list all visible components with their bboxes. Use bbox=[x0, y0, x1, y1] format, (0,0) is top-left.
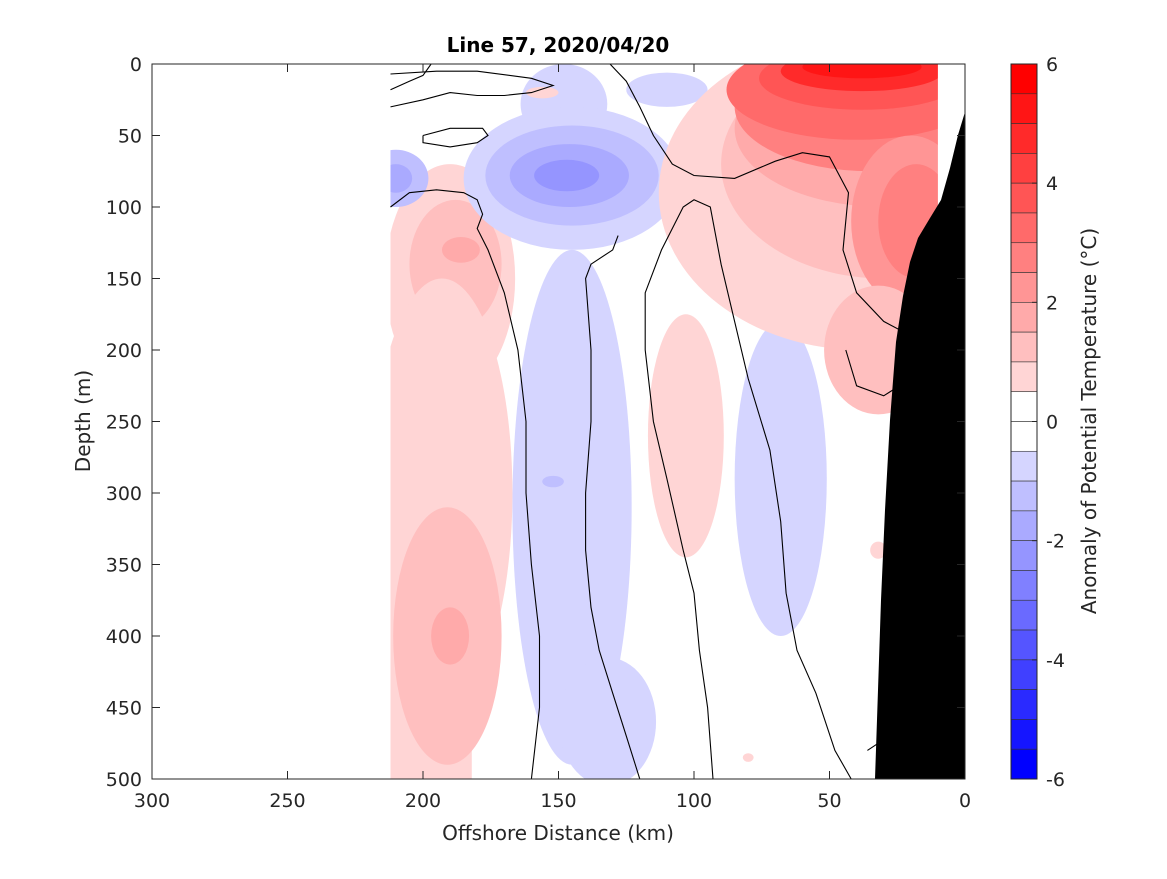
y-tick-label: 100 bbox=[106, 197, 142, 219]
warm-speck bbox=[870, 541, 887, 559]
warm-speck bbox=[742, 753, 754, 762]
x-tick-label: 200 bbox=[405, 790, 441, 812]
colorbar-tick-label: -4 bbox=[1046, 650, 1065, 672]
cold-speck bbox=[542, 475, 564, 488]
y-tick-label: 50 bbox=[118, 126, 142, 148]
colorbar-segment bbox=[1010, 331, 1038, 363]
cold-patch bbox=[734, 321, 827, 636]
no-data-region bbox=[152, 64, 391, 779]
contour-line bbox=[609, 64, 965, 358]
colorbar-tick-label: 4 bbox=[1046, 173, 1058, 195]
colorbar-tick-label: 2 bbox=[1046, 292, 1058, 314]
y-tick-label: 400 bbox=[106, 626, 142, 648]
y-tick-label: 500 bbox=[106, 769, 142, 791]
y-tick-label: 450 bbox=[106, 698, 142, 720]
chart-title: Line 57, 2020/04/20 bbox=[447, 33, 670, 57]
anomaly-field bbox=[152, 64, 965, 779]
cold-patch bbox=[558, 657, 657, 779]
y-tick-label: 250 bbox=[106, 412, 142, 434]
warm-core bbox=[802, 64, 922, 79]
x-tick-label: 50 bbox=[817, 790, 841, 812]
colorbar-segment bbox=[1010, 361, 1038, 393]
colorbar-segment bbox=[1010, 510, 1038, 541]
x-axis: 300 250 200 150 100 50 0 bbox=[134, 64, 971, 812]
x-tick-label: 300 bbox=[134, 790, 170, 812]
colorbar-segment bbox=[1010, 689, 1038, 720]
y-tick-label: 150 bbox=[106, 269, 142, 291]
colorbar-segment bbox=[1010, 480, 1038, 512]
cold-column bbox=[512, 249, 632, 765]
contour-line bbox=[390, 70, 555, 108]
warm-spot bbox=[431, 607, 470, 665]
colorbar-segment bbox=[1010, 599, 1038, 631]
colorbar-segment bbox=[1010, 93, 1038, 124]
plot-area bbox=[152, 64, 965, 779]
colorbar-tick-label: 0 bbox=[1046, 412, 1058, 434]
y-axis: 0 50 100 150 200 250 300 350 400 450 500 bbox=[106, 54, 965, 791]
x-tick-label: 250 bbox=[269, 790, 305, 812]
x-tick-label: 0 bbox=[959, 790, 971, 812]
y-axis-label: Depth (m) bbox=[71, 370, 95, 472]
x-tick-label: 150 bbox=[540, 790, 576, 812]
cold-patch bbox=[626, 72, 708, 107]
cold-core bbox=[534, 159, 600, 192]
colorbar-segment bbox=[1010, 540, 1038, 571]
y-tick-label: 300 bbox=[106, 483, 142, 505]
colorbar-segment bbox=[1010, 182, 1038, 214]
warm-spot bbox=[441, 237, 480, 263]
warm-patch bbox=[647, 314, 724, 558]
colorbar-segment bbox=[1010, 391, 1038, 422]
colorbar-segment bbox=[1010, 153, 1038, 184]
colorbar-tick-label: 6 bbox=[1046, 54, 1058, 76]
colorbar-segment bbox=[1010, 123, 1038, 154]
colorbar-segment bbox=[1010, 421, 1038, 452]
colorbar-segment bbox=[1010, 719, 1038, 750]
colorbar-segment bbox=[1010, 748, 1038, 780]
warm-speck bbox=[525, 86, 559, 99]
seafloor bbox=[875, 112, 965, 779]
contour-line bbox=[390, 64, 432, 91]
colorbar-segment bbox=[1010, 63, 1038, 95]
y-tick-label: 350 bbox=[106, 555, 142, 577]
colorbar-tick-label: -2 bbox=[1046, 531, 1065, 553]
colorbar-segment bbox=[1010, 450, 1038, 482]
contour-line bbox=[845, 349, 898, 397]
colorbar-label: Anomaly of Potential Temperature (°C) bbox=[1077, 228, 1101, 614]
colorbar-segment bbox=[1010, 302, 1038, 333]
x-axis-label: Offshore Distance (km) bbox=[442, 821, 674, 845]
colorbar-tick-label: -6 bbox=[1046, 769, 1065, 791]
contour-line bbox=[585, 235, 641, 779]
contour-line bbox=[644, 199, 852, 779]
y-tick-label: 0 bbox=[130, 54, 142, 76]
y-tick-label: 200 bbox=[106, 340, 142, 362]
colorbar-segment bbox=[1010, 272, 1038, 303]
x-tick-label: 100 bbox=[676, 790, 712, 812]
colorbar-segment bbox=[1010, 629, 1038, 661]
contour-line bbox=[390, 189, 541, 779]
colorbar: 6 4 2 0 -2 -4 -6 bbox=[1010, 54, 1065, 791]
contour-line bbox=[422, 127, 489, 148]
colorbar-segment bbox=[1010, 242, 1038, 273]
colorbar-segment bbox=[1010, 659, 1038, 690]
colorbar-segment bbox=[1010, 570, 1038, 601]
colorbar-segment bbox=[1010, 212, 1038, 244]
